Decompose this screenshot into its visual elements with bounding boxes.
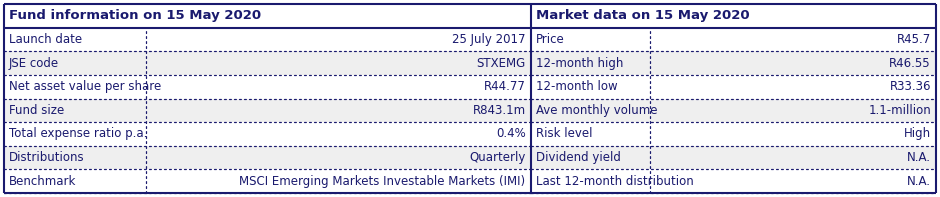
- Text: N.A.: N.A.: [907, 175, 931, 188]
- Text: 25 July 2017: 25 July 2017: [452, 33, 525, 46]
- Bar: [530, 122, 936, 146]
- Bar: [4, 75, 530, 98]
- Bar: [4, 51, 530, 75]
- Bar: [4, 122, 530, 146]
- Text: Total expense ratio p.a.: Total expense ratio p.a.: [9, 127, 148, 140]
- Text: Benchmark: Benchmark: [9, 175, 76, 188]
- Text: Last 12-month distribution: Last 12-month distribution: [536, 175, 694, 188]
- Bar: [4, 169, 530, 193]
- Text: R843.1m: R843.1m: [473, 104, 525, 117]
- Text: MSCI Emerging Markets Investable Markets (IMI): MSCI Emerging Markets Investable Markets…: [240, 175, 525, 188]
- Text: JSE code: JSE code: [9, 57, 59, 70]
- Text: High: High: [904, 127, 931, 140]
- Bar: [530, 4, 936, 28]
- Text: R45.7: R45.7: [897, 33, 931, 46]
- Bar: [530, 169, 936, 193]
- Text: Market data on 15 May 2020: Market data on 15 May 2020: [536, 9, 749, 22]
- Text: Quarterly: Quarterly: [469, 151, 525, 164]
- Bar: [530, 75, 936, 98]
- Text: 12-month high: 12-month high: [536, 57, 623, 70]
- Text: Fund size: Fund size: [9, 104, 64, 117]
- Bar: [4, 98, 530, 122]
- Text: Net asset value per share: Net asset value per share: [9, 80, 162, 93]
- Bar: [4, 28, 530, 51]
- Text: R33.36: R33.36: [889, 80, 931, 93]
- Text: Risk level: Risk level: [536, 127, 592, 140]
- Text: Dividend yield: Dividend yield: [536, 151, 620, 164]
- Bar: [4, 4, 530, 28]
- Bar: [4, 146, 530, 169]
- Text: Fund information on 15 May 2020: Fund information on 15 May 2020: [9, 9, 261, 22]
- Text: R46.55: R46.55: [889, 57, 931, 70]
- Text: Launch date: Launch date: [9, 33, 82, 46]
- Text: 1.1-million: 1.1-million: [869, 104, 931, 117]
- Text: 12-month low: 12-month low: [536, 80, 618, 93]
- Text: R44.77: R44.77: [484, 80, 525, 93]
- Bar: [530, 98, 936, 122]
- Text: Price: Price: [536, 33, 564, 46]
- Text: STXEMG: STXEMG: [477, 57, 525, 70]
- Bar: [530, 28, 936, 51]
- Text: 0.4%: 0.4%: [495, 127, 525, 140]
- Text: N.A.: N.A.: [907, 151, 931, 164]
- Bar: [530, 51, 936, 75]
- Text: Ave monthly volume: Ave monthly volume: [536, 104, 657, 117]
- Bar: [530, 146, 936, 169]
- Text: Distributions: Distributions: [9, 151, 85, 164]
